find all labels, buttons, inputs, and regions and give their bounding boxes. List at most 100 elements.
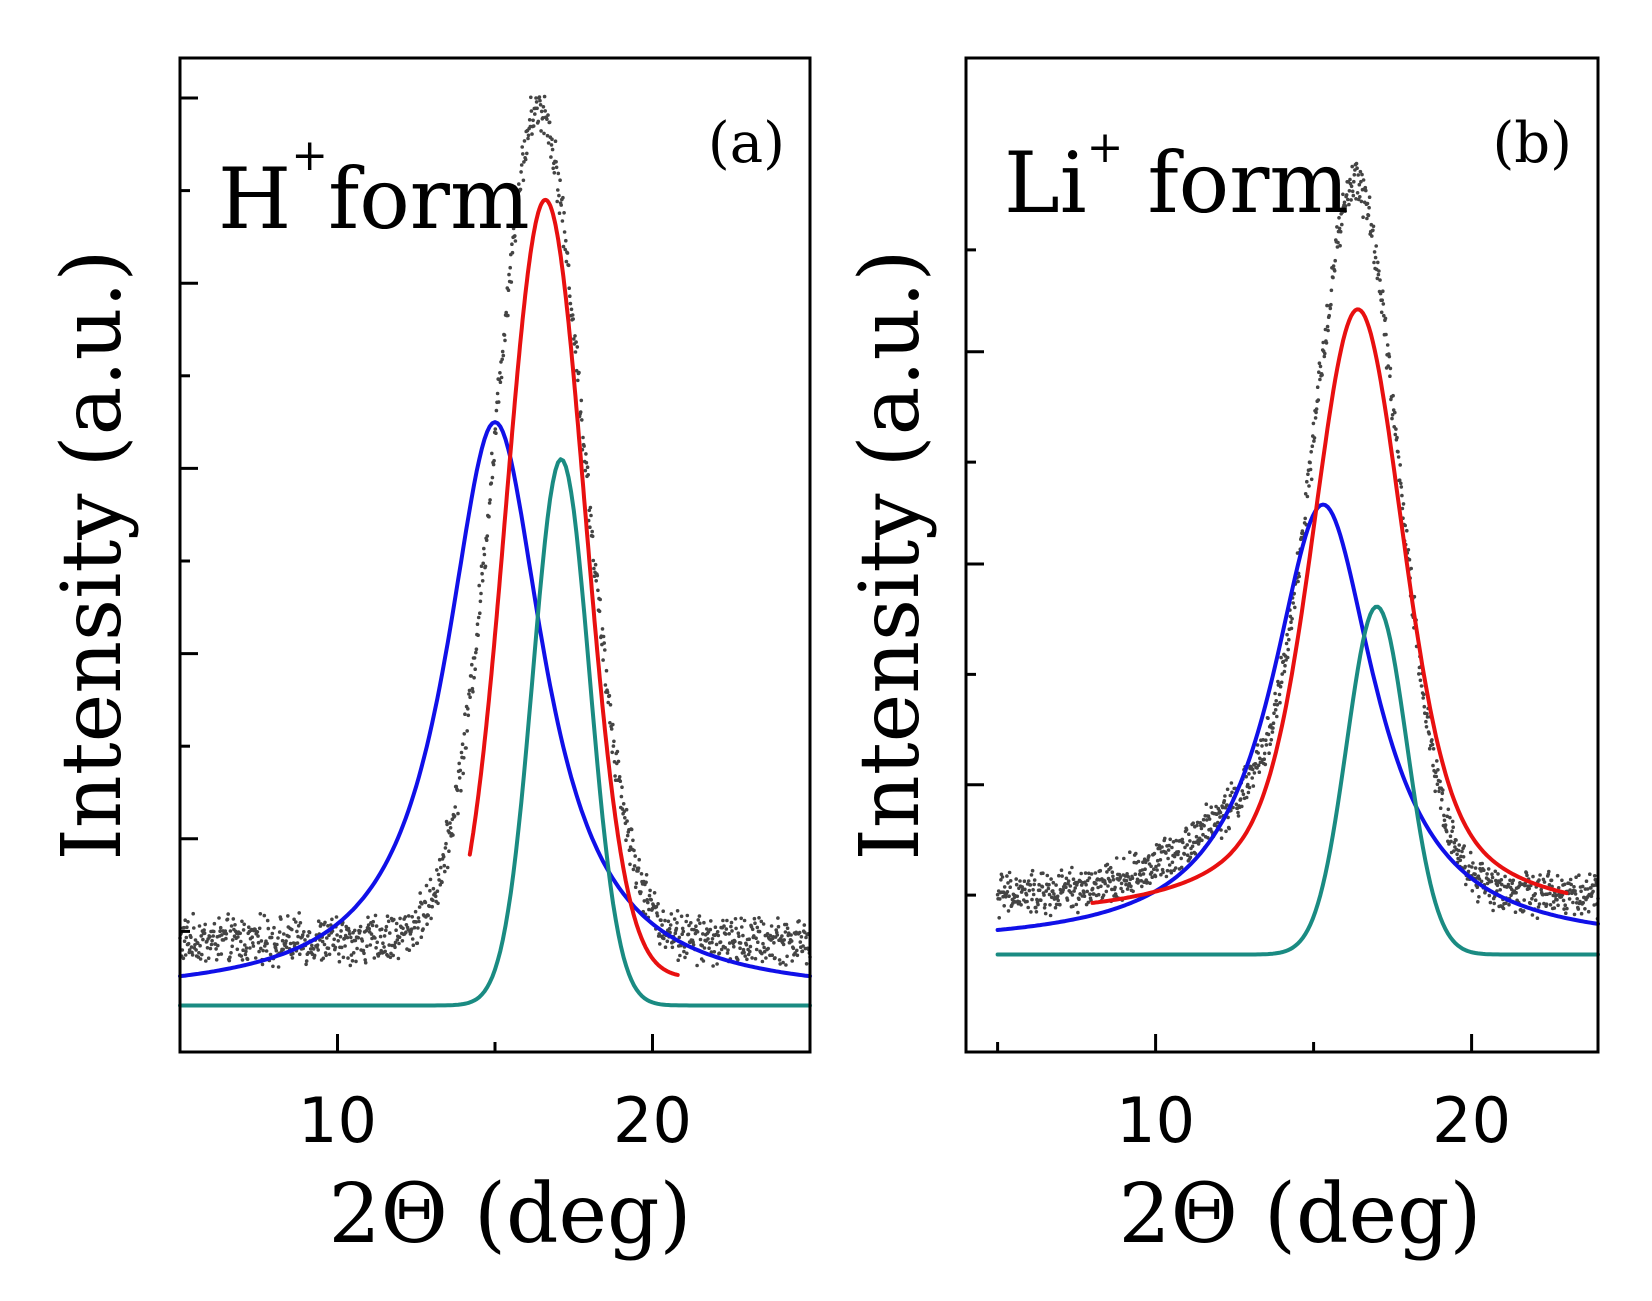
measured-point xyxy=(1030,897,1034,902)
measured-point xyxy=(1143,867,1147,871)
measured-point xyxy=(260,962,265,967)
measured-point xyxy=(1388,374,1392,379)
measured-point xyxy=(356,936,361,940)
panel-b-form-ion: Li xyxy=(1004,134,1087,232)
measured-point xyxy=(1257,770,1262,774)
measured-point xyxy=(1054,883,1058,887)
measured-point xyxy=(1533,898,1538,902)
measured-point xyxy=(1273,708,1278,712)
measured-point xyxy=(1060,874,1064,878)
measured-point xyxy=(539,129,543,133)
measured-point xyxy=(1119,881,1124,886)
measured-point xyxy=(1341,192,1345,197)
measured-point xyxy=(444,841,448,846)
measured-point xyxy=(1579,889,1583,894)
panel-b-form-sup: + xyxy=(1087,122,1124,173)
measured-point xyxy=(1458,858,1463,863)
measured-point xyxy=(1399,481,1403,486)
measured-point xyxy=(1072,889,1076,893)
measured-point xyxy=(1088,892,1092,896)
measured-point xyxy=(546,141,551,145)
measured-point xyxy=(1032,878,1037,882)
measured-point xyxy=(537,95,542,99)
measured-point xyxy=(584,460,589,465)
measured-point xyxy=(236,935,240,939)
measured-point xyxy=(244,946,249,950)
measured-point xyxy=(554,165,559,170)
measured-point xyxy=(212,929,216,934)
measured-point xyxy=(445,822,449,827)
measured-point xyxy=(182,939,187,943)
measured-point xyxy=(592,566,596,571)
measured-point xyxy=(1434,774,1439,779)
measured-point xyxy=(1365,201,1370,206)
measured-point xyxy=(1306,472,1310,477)
measured-point xyxy=(615,749,620,754)
measured-point xyxy=(1548,903,1553,907)
measured-point xyxy=(1417,672,1421,676)
measured-point xyxy=(1400,506,1405,511)
measured-point xyxy=(1103,881,1107,886)
measured-point xyxy=(1335,225,1339,229)
measured-point xyxy=(1002,885,1007,889)
measured-point xyxy=(1430,742,1435,747)
measured-point xyxy=(428,888,432,893)
measured-point xyxy=(230,938,235,942)
measured-point xyxy=(500,349,505,354)
measured-point xyxy=(271,964,275,969)
measured-point xyxy=(391,953,396,958)
measured-point xyxy=(1271,721,1276,725)
measured-point xyxy=(1452,849,1456,853)
measured-point xyxy=(1451,825,1455,829)
measured-point xyxy=(1019,903,1023,907)
measured-point xyxy=(605,690,610,695)
measured-point xyxy=(736,931,741,935)
measured-point xyxy=(1379,310,1384,315)
measured-point xyxy=(1361,178,1366,182)
measured-point xyxy=(435,889,440,893)
measured-point xyxy=(764,956,768,960)
measured-point xyxy=(1152,867,1156,871)
measured-point xyxy=(785,954,789,959)
measured-point xyxy=(1441,788,1445,792)
measured-point xyxy=(604,668,609,673)
measured-point xyxy=(1128,850,1132,854)
measured-point xyxy=(533,112,537,116)
measured-point xyxy=(1054,902,1059,907)
measured-point xyxy=(654,904,659,909)
measured-point xyxy=(339,945,344,950)
measured-point xyxy=(1303,492,1308,496)
measured-point xyxy=(1585,887,1590,891)
measured-point xyxy=(1340,222,1344,227)
measured-point xyxy=(547,120,552,125)
measured-point xyxy=(1161,870,1165,875)
measured-point xyxy=(1309,477,1314,482)
measured-point xyxy=(1533,892,1537,896)
measured-point xyxy=(1229,781,1234,785)
measured-point xyxy=(1348,177,1352,182)
measured-point xyxy=(203,922,207,927)
measured-point xyxy=(1336,240,1340,245)
measured-point xyxy=(346,956,350,960)
measured-point xyxy=(1279,655,1283,660)
measured-point xyxy=(474,650,478,655)
measured-point xyxy=(1427,746,1432,751)
measured-point xyxy=(456,811,460,816)
measured-point xyxy=(1094,882,1098,886)
measured-point xyxy=(1067,871,1072,875)
measured-point xyxy=(196,941,200,945)
measured-point xyxy=(1436,768,1440,772)
measured-point xyxy=(397,941,401,946)
measured-point xyxy=(648,888,652,893)
measured-point xyxy=(620,785,624,789)
measured-point xyxy=(1223,794,1227,798)
panel-a-form-ion: H xyxy=(218,150,291,248)
measured-point xyxy=(1096,892,1101,897)
measured-point xyxy=(546,113,550,117)
measured-point xyxy=(1514,890,1518,895)
measured-point xyxy=(1256,763,1261,768)
measured-point xyxy=(586,473,590,477)
measured-point xyxy=(425,922,429,926)
measured-point xyxy=(1547,883,1552,887)
measured-point xyxy=(444,819,449,824)
